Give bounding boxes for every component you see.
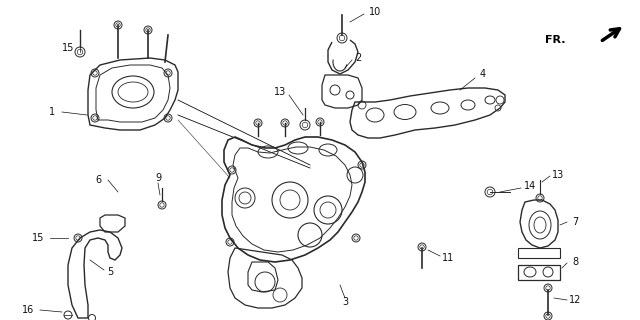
Text: 10: 10 xyxy=(369,7,381,17)
Text: 8: 8 xyxy=(572,257,578,267)
Text: 5: 5 xyxy=(107,267,113,277)
Text: 15: 15 xyxy=(32,233,44,243)
Text: 14: 14 xyxy=(524,181,536,191)
Text: 1: 1 xyxy=(49,107,55,117)
Text: 2: 2 xyxy=(355,53,361,63)
Text: 7: 7 xyxy=(572,217,578,227)
Text: 3: 3 xyxy=(342,297,348,307)
Text: 6: 6 xyxy=(95,175,101,185)
Text: 9: 9 xyxy=(155,173,161,183)
Text: 13: 13 xyxy=(552,170,564,180)
Text: 15: 15 xyxy=(62,43,74,53)
Text: 11: 11 xyxy=(442,253,454,263)
Text: FR.: FR. xyxy=(545,35,565,45)
Text: 13: 13 xyxy=(274,87,286,97)
Text: 16: 16 xyxy=(22,305,34,315)
Text: 4: 4 xyxy=(480,69,486,79)
Text: 12: 12 xyxy=(569,295,581,305)
